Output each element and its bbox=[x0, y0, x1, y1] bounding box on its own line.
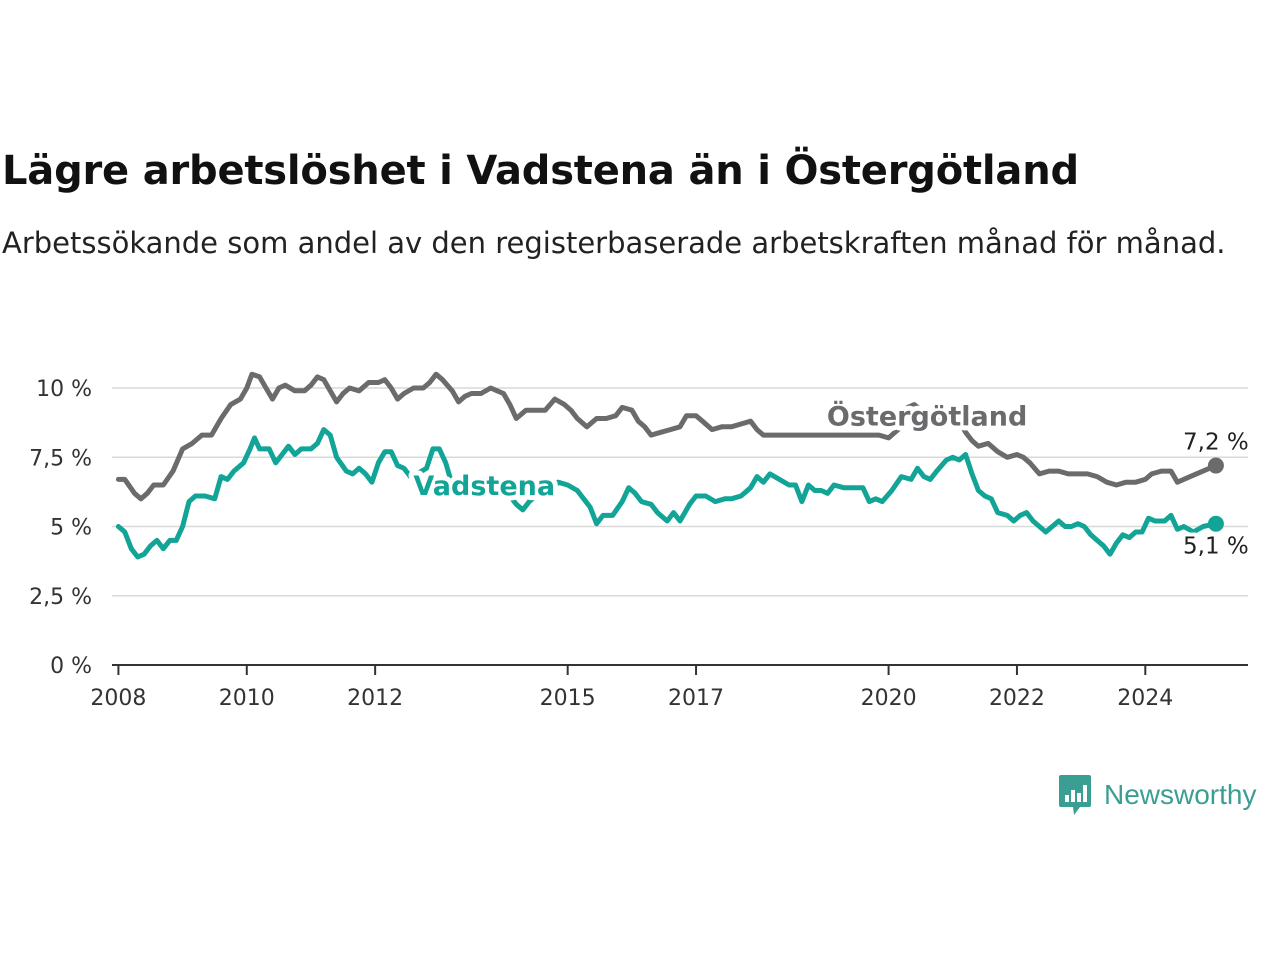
x-tick-label: 2020 bbox=[861, 686, 917, 711]
x-axis: 2008 2010 2012 2015 2017 2020 2022 2024 bbox=[90, 664, 1248, 711]
y-tick-label: 0 % bbox=[50, 654, 92, 679]
x-tick-label: 2017 bbox=[668, 686, 724, 711]
y-tick-label: 5 % bbox=[50, 516, 92, 541]
series-label-ostergotland: Östergötland bbox=[827, 400, 1027, 433]
end-value-label-vadstena: 5,1 % bbox=[1183, 534, 1249, 560]
y-tick-label: 2,5 % bbox=[29, 585, 92, 610]
series-lines bbox=[115, 371, 1224, 560]
x-tick-label: 2008 bbox=[90, 686, 146, 711]
series-label-vadstena: Vadstena bbox=[413, 471, 555, 502]
x-tick-label: 2012 bbox=[347, 686, 403, 711]
newsworthy-logo-icon bbox=[1059, 775, 1091, 815]
series-label-vadstena: Vadstena bbox=[413, 471, 555, 502]
x-tick-label: 2024 bbox=[1117, 686, 1173, 711]
chart-title: Lägre arbetslöshet i Vadstena än i Öster… bbox=[2, 148, 1079, 194]
newsworthy-brand: Newsworthy bbox=[1058, 772, 1256, 818]
end-point-vadstena bbox=[1207, 515, 1224, 532]
series-label-ostergotland: Östergötland bbox=[827, 400, 1027, 433]
end-value-label-vadstena: 5,1 % bbox=[1183, 534, 1249, 560]
gridlines bbox=[112, 387, 1248, 597]
end-point-ostergotland bbox=[1207, 457, 1224, 474]
brand-name: Newsworthy bbox=[1104, 779, 1257, 810]
y-tick-label: 10 % bbox=[36, 377, 92, 402]
series-line-ostergotland bbox=[115, 371, 1219, 502]
chart-subtitle: Arbetssökande som andel av den registerb… bbox=[2, 226, 1226, 260]
x-tick-label: 2022 bbox=[989, 686, 1045, 711]
end-value-label-ostergotland: 7,2 % bbox=[1183, 430, 1249, 456]
end-value-label-ostergotland: 7,2 % bbox=[1183, 430, 1249, 456]
y-tick-label: 7,5 % bbox=[29, 446, 92, 471]
series-line-vadstena bbox=[115, 427, 1219, 560]
y-axis-tick-labels: 0 % 2,5 % 5 % 7,5 % 10 % bbox=[29, 377, 92, 679]
x-tick-label: 2010 bbox=[219, 686, 275, 711]
x-tick-label: 2015 bbox=[540, 686, 596, 711]
